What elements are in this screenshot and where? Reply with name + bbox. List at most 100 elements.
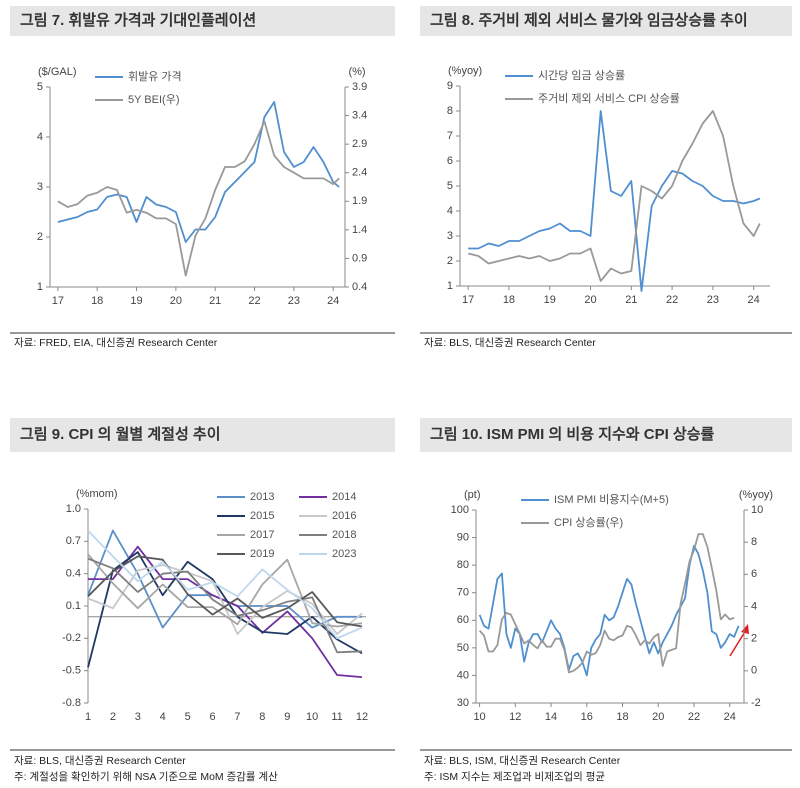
x-tick-label: 24 <box>724 711 736 723</box>
header-bar <box>420 418 792 452</box>
x-tick-label: 8 <box>259 711 265 723</box>
x-tick-label: 10 <box>306 711 318 723</box>
x-tick-label: 23 <box>707 294 719 306</box>
x-tick-label: 18 <box>503 294 515 306</box>
x-tick-label: 20 <box>584 294 596 306</box>
legend-label: 2018 <box>332 529 356 541</box>
x-tick-label: 11 <box>331 711 342 723</box>
x-tick-label: 21 <box>625 294 637 306</box>
y-tick-label: -0.8 <box>62 697 81 709</box>
y-tick-label: 30 <box>457 697 469 709</box>
y-tick-label: 7 <box>447 130 453 142</box>
y-axis-unit: (%mom) <box>76 488 118 500</box>
y-tick-label: 9 <box>447 80 453 92</box>
y2-tick-label: 0.9 <box>352 252 367 264</box>
x-tick-label: 22 <box>666 294 678 306</box>
x-tick-label: 19 <box>544 294 556 306</box>
x-tick-label: 4 <box>160 711 166 723</box>
x-tick-label: 22 <box>248 295 260 307</box>
x-tick-label: 18 <box>616 711 628 723</box>
series-line <box>87 555 363 628</box>
y-tick-label: 1 <box>447 280 453 292</box>
y-tick-label: 80 <box>457 559 469 571</box>
x-tick-label: 14 <box>545 711 557 723</box>
legend-label: 2019 <box>250 548 274 560</box>
x-tick-label: 10 <box>473 711 485 723</box>
y2-tick-label: 0.4 <box>352 281 367 293</box>
y2-tick-label: 10 <box>751 504 763 516</box>
x-tick-label: 20 <box>170 295 182 307</box>
y2-tick-label: 2.9 <box>352 138 367 150</box>
y2-tick-label: 4 <box>751 600 757 612</box>
x-tick-label: 22 <box>688 711 700 723</box>
source-note: 자료: BLS, 대신증권 Research Center <box>14 755 186 767</box>
y-tick-label: 8 <box>447 105 453 117</box>
x-tick-label: 12 <box>509 711 521 723</box>
series-line <box>467 110 761 282</box>
y2-tick-label: 0 <box>751 665 757 677</box>
y-tick-label: 5 <box>447 180 453 192</box>
y2-tick-label: 1.9 <box>352 195 367 207</box>
footnote: 주: ISM 지수는 제조업과 비제조업의 평균 <box>424 770 605 783</box>
source-note: 자료: BLS, ISM, 대신증권 Research Center <box>424 755 621 767</box>
series-line <box>88 545 363 678</box>
y2-axis-unit: (%yoy) <box>739 489 773 501</box>
legend-label: CPI 상승률(우) <box>554 516 623 529</box>
header-bar <box>420 6 792 36</box>
y-tick-label: 50 <box>457 642 469 654</box>
source-note: 자료: FRED, EIA, 대신증권 Research Center <box>14 337 218 349</box>
legend-label: 주거비 제외 서비스 CPI 상승률 <box>538 92 680 105</box>
chart-title: 그림 9. CPI 의 월별 계절성 추이 <box>20 425 221 443</box>
x-tick-label: 9 <box>284 711 290 723</box>
y2-tick-label: 8 <box>751 536 757 548</box>
x-tick-label: 23 <box>288 295 300 307</box>
annotation-arrow <box>729 624 749 657</box>
y-axis-unit: (%yoy) <box>448 65 482 77</box>
x-tick-label: 24 <box>327 295 339 307</box>
legend-label: 2016 <box>332 510 356 522</box>
series-line <box>468 110 761 292</box>
header-bar <box>10 6 395 36</box>
y2-tick-label: 3.4 <box>352 109 367 121</box>
x-tick-label: 24 <box>748 294 760 306</box>
y-tick-label: 0.1 <box>66 600 81 612</box>
chart-title: 그림 10. ISM PMI 의 비용 지수와 CPI 상승률 <box>430 425 715 443</box>
series-line <box>87 529 363 640</box>
x-tick-label: 1 <box>85 711 91 723</box>
series-line <box>478 544 740 677</box>
legend-label: 2014 <box>332 491 356 503</box>
x-tick-label: 12 <box>356 711 368 723</box>
y-tick-label: 3 <box>447 230 453 242</box>
y-tick-label: 40 <box>457 669 469 681</box>
y2-tick-label: 6 <box>751 568 757 580</box>
y-tick-label: 0.7 <box>66 535 81 547</box>
x-tick-label: 21 <box>209 295 221 307</box>
x-tick-label: 19 <box>130 295 142 307</box>
source-note: 자료: BLS, 대신증권 Research Center <box>424 337 596 349</box>
x-tick-label: 20 <box>652 711 664 723</box>
series-line <box>57 120 340 277</box>
legend-label: 5Y BEI(우) <box>128 93 180 106</box>
x-tick-label: 7 <box>234 711 240 723</box>
x-tick-label: 3 <box>135 711 141 723</box>
y-tick-label: 4 <box>37 131 43 143</box>
y-tick-label: 5 <box>37 81 43 93</box>
legend-label: 휘발유 가격 <box>128 70 182 83</box>
x-tick-label: 5 <box>185 711 191 723</box>
x-tick-label: 17 <box>52 295 64 307</box>
header-bar <box>10 418 395 452</box>
chart-title: 그림 8. 주거비 제외 서비스 물가와 임금상승률 추이 <box>430 11 748 29</box>
y-tick-label: 0.4 <box>66 568 81 580</box>
x-tick-label: 17 <box>462 294 474 306</box>
y-tick-label: 4 <box>447 205 453 217</box>
series-line <box>87 553 363 628</box>
legend-label: 2015 <box>250 510 274 522</box>
series-line <box>57 101 340 243</box>
series-line <box>478 533 735 674</box>
y-axis-unit: ($/GAL) <box>38 66 77 78</box>
x-tick-label: 6 <box>209 711 215 723</box>
y-tick-label: -0.5 <box>62 665 81 677</box>
y-axis-unit: (pt) <box>464 489 481 501</box>
y-tick-label: 1.0 <box>66 503 81 515</box>
